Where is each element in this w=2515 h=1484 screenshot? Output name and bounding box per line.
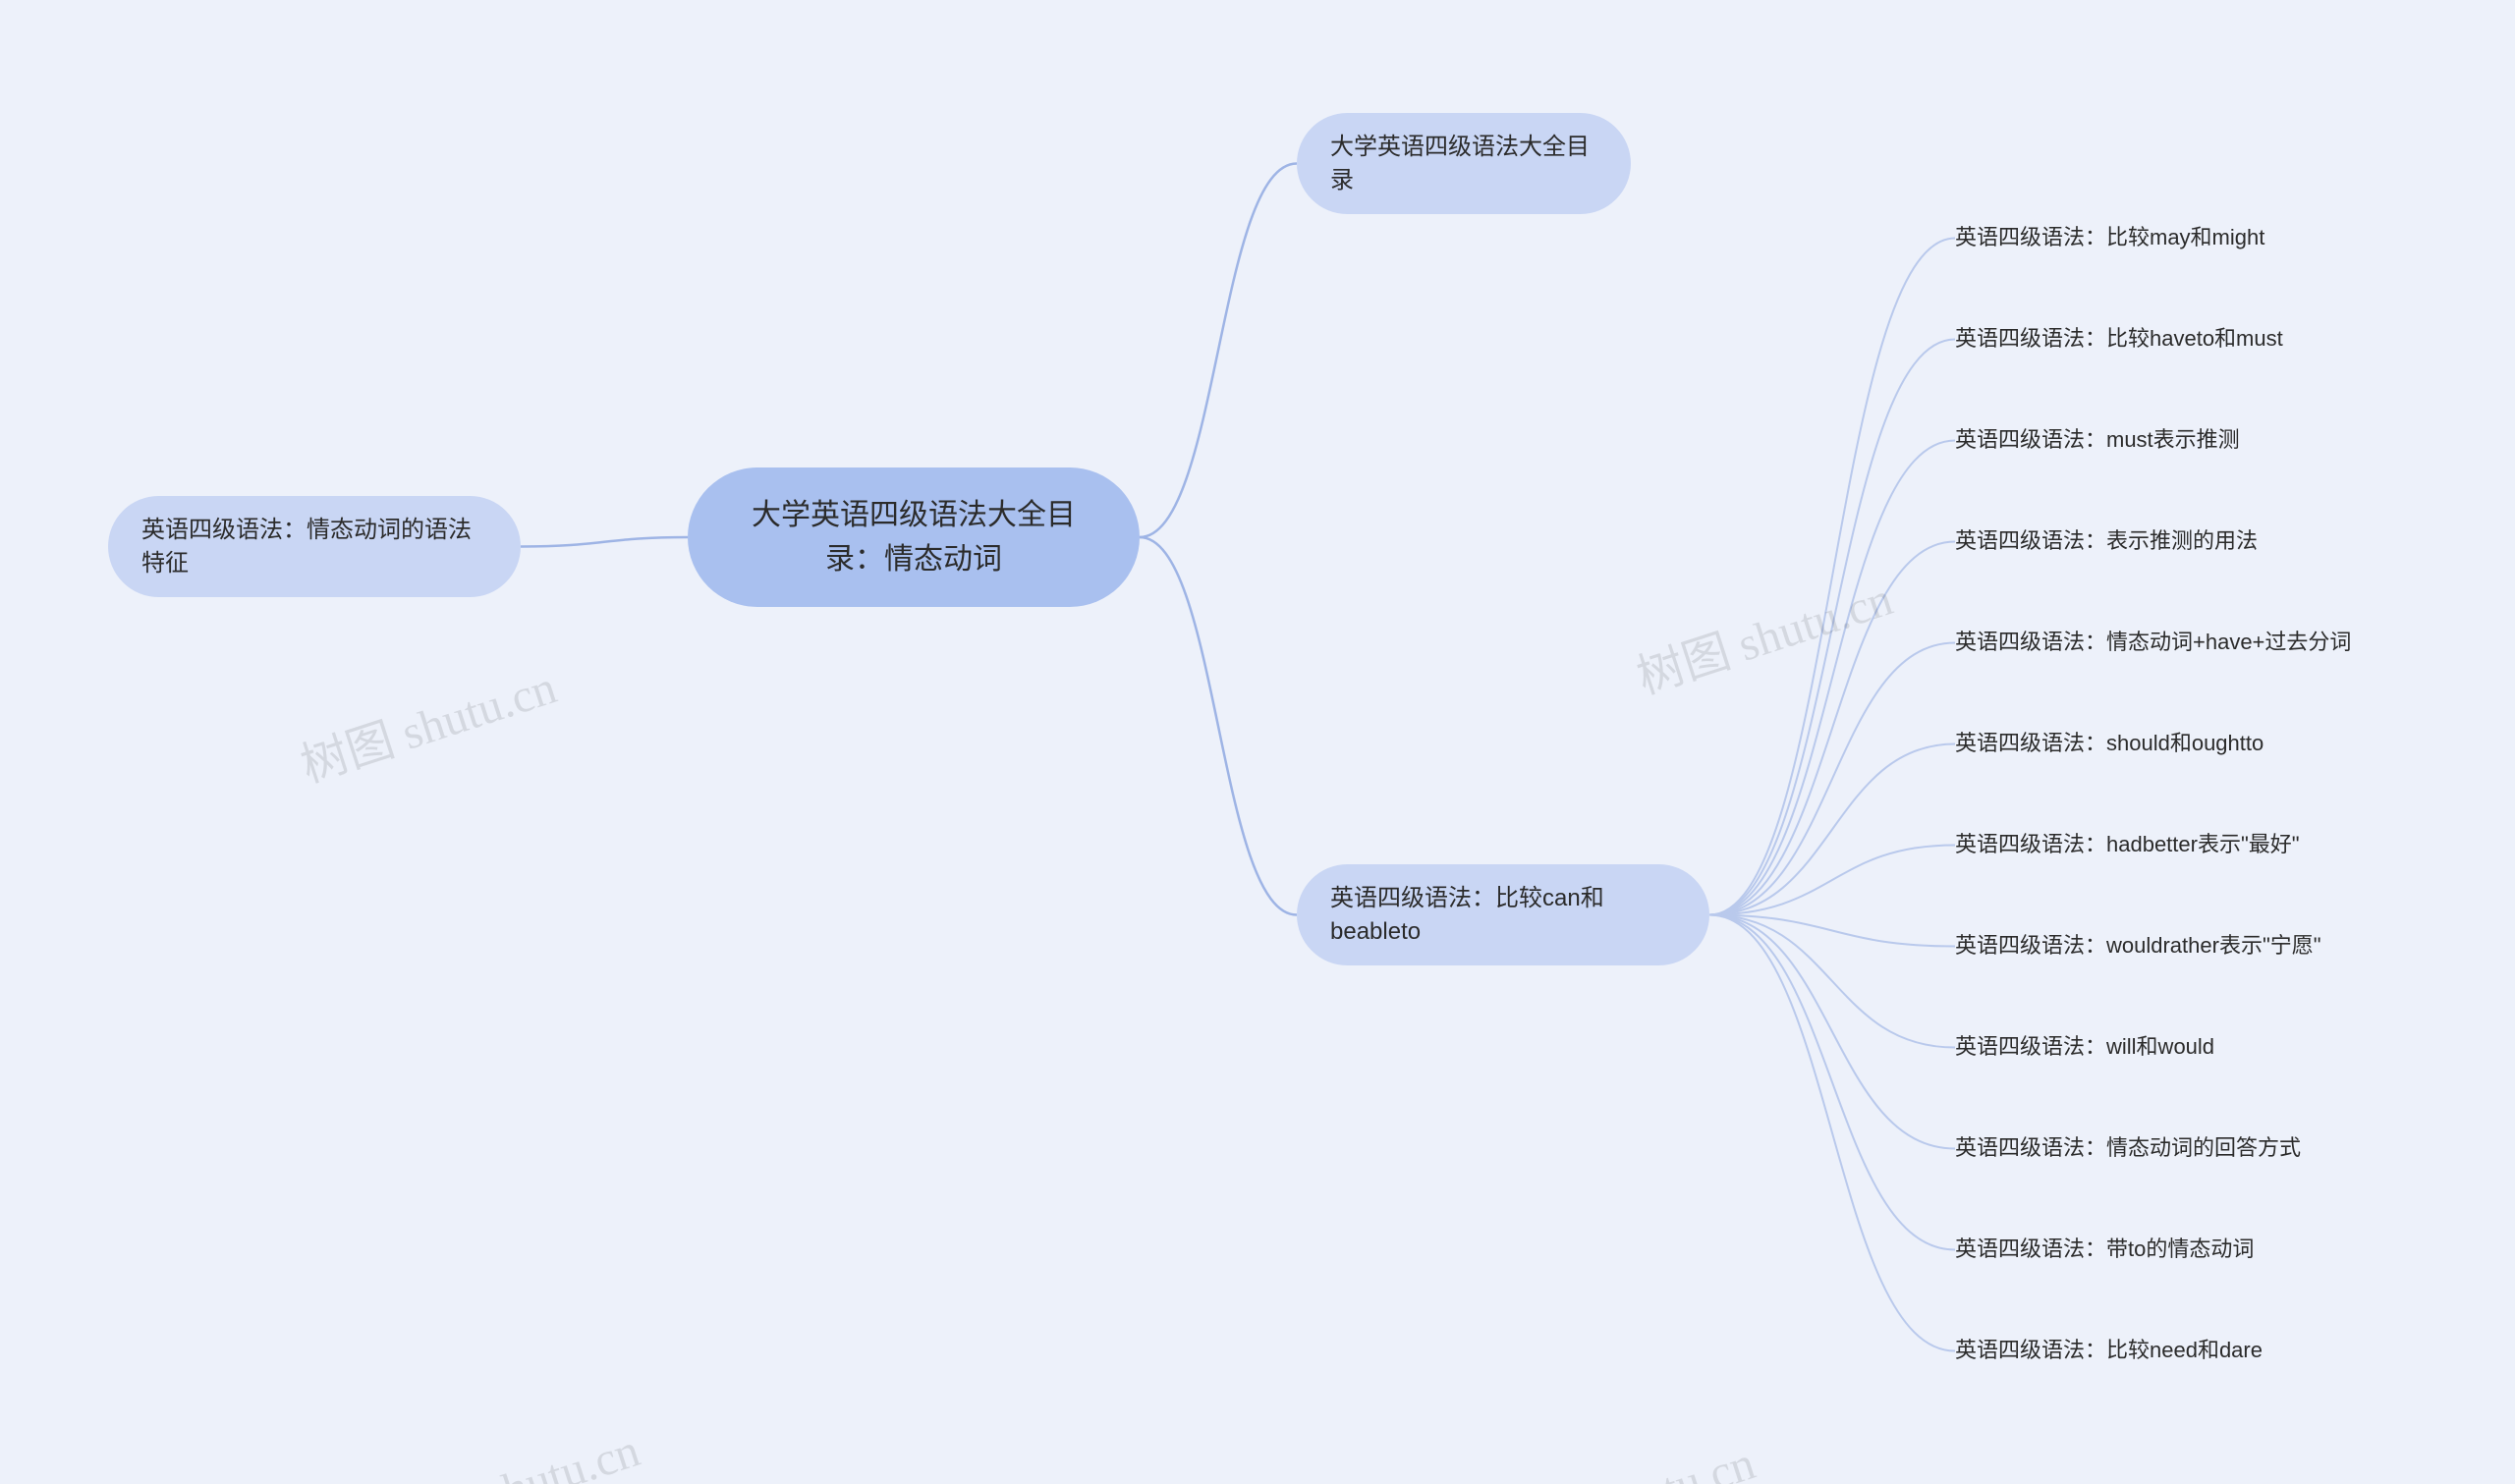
leaf-4[interactable]: 英语四级语法：情态动词+have+过去分词 bbox=[1955, 629, 2351, 657]
leaf-10-label: 英语四级语法：带to的情态动词 bbox=[1955, 1237, 2254, 1261]
leaf-7[interactable]: 英语四级语法：wouldrather表示"宁愿" bbox=[1955, 932, 2321, 961]
right-branch-1-label: 英语四级语法：比较can和beableto bbox=[1330, 885, 1604, 945]
leaf-6[interactable]: 英语四级语法：hadbetter表示"最好" bbox=[1955, 831, 2300, 859]
mindmap-canvas: 大学英语四级语法大全目录：情态动词 英语四级语法：情态动词的语法特征 大学英语四级语… bbox=[0, 0, 2515, 1484]
root-node[interactable]: 大学英语四级语法大全目录：情态动词 bbox=[688, 467, 1140, 607]
leaf-7-label: 英语四级语法：wouldrather表示"宁愿" bbox=[1955, 933, 2321, 958]
leaf-2[interactable]: 英语四级语法：must表示推测 bbox=[1955, 426, 2240, 455]
watermark-0: 树图 shutu.cn bbox=[291, 648, 564, 796]
leaf-1[interactable]: 英语四级语法：比较haveto和must bbox=[1955, 325, 2283, 354]
right-branch-1[interactable]: 英语四级语法：比较can和beableto bbox=[1297, 864, 1709, 965]
leaf-9-label: 英语四级语法：情态动词的回答方式 bbox=[1955, 1135, 2301, 1160]
leaf-3[interactable]: 英语四级语法：表示推测的用法 bbox=[1955, 527, 2258, 556]
root-node-label: 大学英语四级语法大全目录：情态动词 bbox=[752, 499, 1076, 576]
leaf-1-label: 英语四级语法：比较haveto和must bbox=[1955, 326, 2283, 351]
right-branch-0[interactable]: 大学英语四级语法大全目录 bbox=[1297, 113, 1631, 214]
leaf-5[interactable]: 英语四级语法：should和oughtto bbox=[1955, 730, 2264, 758]
leaf-11[interactable]: 英语四级语法：比较need和dare bbox=[1955, 1337, 2263, 1365]
leaf-11-label: 英语四级语法：比较need和dare bbox=[1955, 1338, 2263, 1362]
leaf-8[interactable]: 英语四级语法：will和would bbox=[1955, 1033, 2214, 1062]
leaf-5-label: 英语四级语法：should和oughtto bbox=[1955, 731, 2264, 755]
leaf-8-label: 英语四级语法：will和would bbox=[1955, 1034, 2214, 1059]
right-branch-0-label: 大学英语四级语法大全目录 bbox=[1330, 134, 1590, 193]
leaf-10[interactable]: 英语四级语法：带to的情态动词 bbox=[1955, 1236, 2254, 1264]
leaf-3-label: 英语四级语法：表示推测的用法 bbox=[1955, 528, 2258, 553]
left-branch-label: 英语四级语法：情态动词的语法特征 bbox=[141, 517, 472, 577]
leaf-2-label: 英语四级语法：must表示推测 bbox=[1955, 427, 2240, 452]
watermark-3: 树图 shutu.cn bbox=[1489, 1424, 1762, 1484]
leaf-0[interactable]: 英语四级语法：比较may和might bbox=[1955, 224, 2264, 252]
left-branch[interactable]: 英语四级语法：情态动词的语法特征 bbox=[108, 496, 521, 597]
leaf-4-label: 英语四级语法：情态动词+have+过去分词 bbox=[1955, 630, 2351, 654]
leaf-9[interactable]: 英语四级语法：情态动词的回答方式 bbox=[1955, 1134, 2301, 1163]
leaf-6-label: 英语四级语法：hadbetter表示"最好" bbox=[1955, 832, 2300, 856]
leaf-0-label: 英语四级语法：比较may和might bbox=[1955, 225, 2264, 249]
watermark-2: hutu.cn bbox=[496, 1423, 646, 1484]
watermark-1: 树图 shutu.cn bbox=[1627, 560, 1900, 707]
